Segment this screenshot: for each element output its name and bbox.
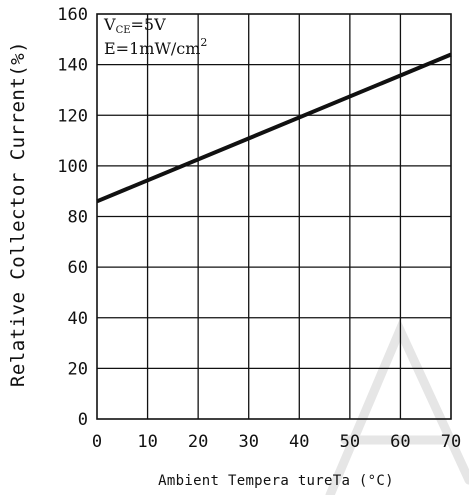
grid bbox=[97, 14, 451, 419]
y-axis-label: Relative Collector Current(%) bbox=[7, 41, 29, 387]
y-tick-label-20: 20 bbox=[68, 359, 88, 379]
x-tick-label-60: 60 bbox=[390, 432, 410, 452]
y-tick-label-60: 60 bbox=[68, 258, 88, 278]
watermark-stroke-a bbox=[325, 318, 469, 495]
y-tick-label-80: 80 bbox=[68, 208, 88, 228]
annotation-e-value: E=1mW/cm bbox=[104, 39, 200, 58]
y-tick-label-140: 140 bbox=[57, 56, 88, 76]
annotation-v: V bbox=[103, 15, 116, 34]
conditions-annotation: VCE=5V E=1mW/cm2 bbox=[103, 15, 207, 58]
x-tick-label-20: 20 bbox=[188, 432, 208, 452]
annotation-vce: VCE=5V bbox=[103, 15, 166, 36]
series-line-0 bbox=[96, 52, 452, 204]
plot-frame bbox=[96, 13, 452, 420]
x-tick-label-40: 40 bbox=[289, 432, 309, 452]
annotation-irradiance: E=1mW/cm2 bbox=[104, 36, 207, 58]
y-tick-label-160: 160 bbox=[57, 5, 88, 25]
x-tick-label-70: 70 bbox=[441, 432, 461, 452]
x-tick-label-50: 50 bbox=[340, 432, 360, 452]
x-tick-label-30: 30 bbox=[238, 432, 258, 452]
x-tick-label-0: 0 bbox=[92, 432, 102, 452]
y-tick-labels: 0 20 40 60 80 100 120 140 160 bbox=[57, 5, 88, 430]
x-tick-labels: 0 10 20 30 40 50 60 70 bbox=[92, 432, 461, 452]
x-axis-label: Ambient Tempera tureTa (°C) bbox=[158, 473, 394, 489]
annotation-superscript: 2 bbox=[200, 36, 207, 49]
y-tick-label-40: 40 bbox=[68, 309, 88, 329]
annotation-ce-subscript: CE bbox=[116, 25, 131, 36]
series-layer bbox=[96, 52, 452, 204]
y-tick-label-120: 120 bbox=[57, 106, 88, 126]
x-tick-label-10: 10 bbox=[137, 432, 157, 452]
annotation-vce-value: =5V bbox=[131, 15, 167, 34]
watermark bbox=[325, 318, 469, 495]
y-tick-label-100: 100 bbox=[57, 157, 88, 177]
y-tick-label-0: 0 bbox=[78, 410, 88, 430]
